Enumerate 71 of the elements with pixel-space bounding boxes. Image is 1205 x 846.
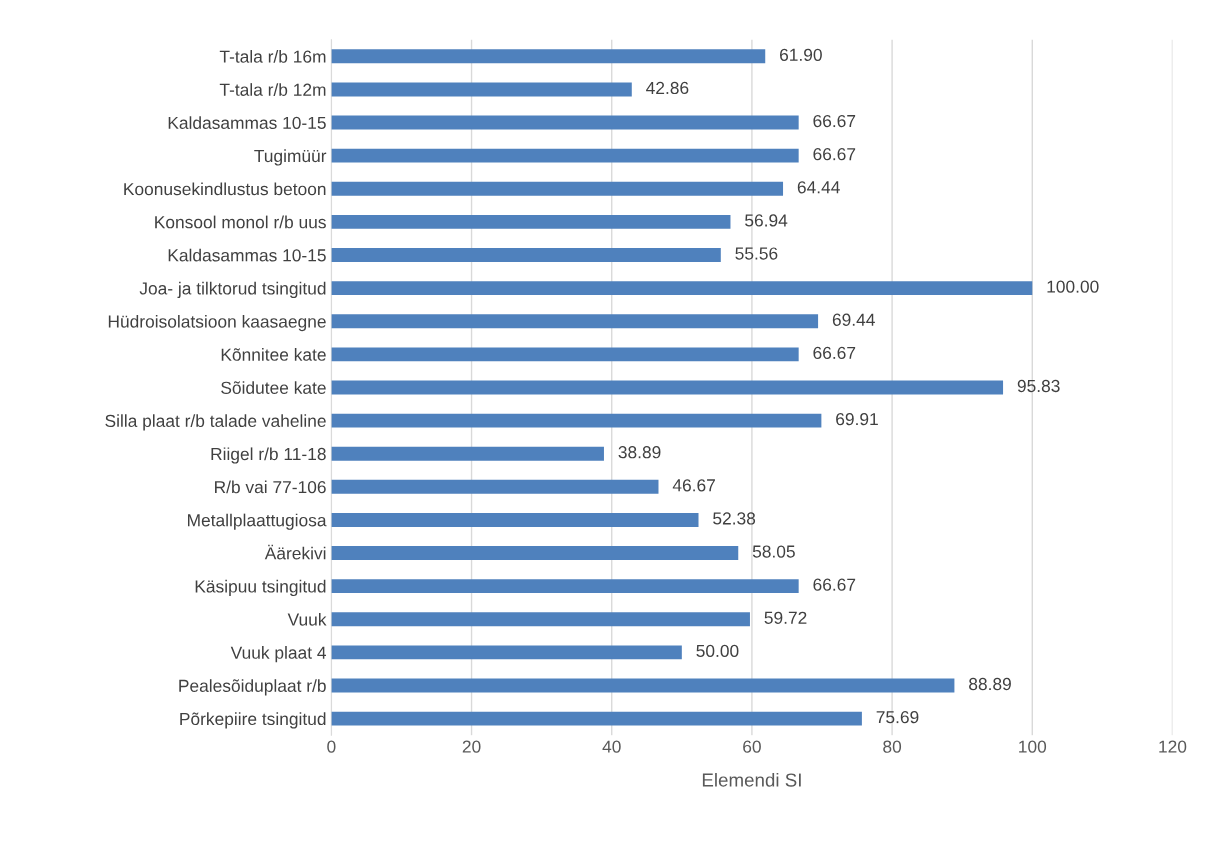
y-tick-label: Riigel r/b 11-18 xyxy=(211,447,326,464)
y-tick-label: Põrkepiire tsingitud xyxy=(180,712,326,729)
bar xyxy=(331,579,799,594)
x-tick-label: 0 xyxy=(327,740,336,753)
y-tick-label: Sõidutee kate xyxy=(221,381,326,394)
y-tick-label: Tugimüür xyxy=(254,149,327,166)
data-label: 69.44 xyxy=(832,313,875,326)
bar xyxy=(331,711,862,726)
bar xyxy=(331,645,682,660)
data-label: 75.69 xyxy=(876,710,919,724)
bar xyxy=(331,214,731,229)
data-label: 58.05 xyxy=(752,545,795,558)
data-label: 61.90 xyxy=(780,48,822,61)
y-tick-label: Vuuk plaat 4 xyxy=(230,646,327,663)
data-label: 66.67 xyxy=(813,114,856,128)
y-tick-label: Käsipuu tsingitud xyxy=(195,579,326,597)
y-tick-label: Kaldasammas 10-15 xyxy=(168,116,326,130)
bar xyxy=(331,479,659,494)
data-label: 42.86 xyxy=(646,81,689,95)
bar xyxy=(331,82,632,97)
x-axis-title: Elemendi SI xyxy=(702,772,801,787)
data-label: 55.56 xyxy=(735,247,778,260)
x-tick-label: 120 xyxy=(1159,740,1187,753)
y-tick-label: Metallplaattugiosa xyxy=(188,513,327,530)
bar xyxy=(331,380,1004,395)
y-tick-label: Kaldasammas 10-15 xyxy=(168,248,326,262)
data-label: 66.67 xyxy=(813,346,856,360)
data-label: 66.67 xyxy=(813,578,856,591)
y-tick-label: Pealesõiduplaat r/b xyxy=(179,679,326,696)
bar xyxy=(331,678,955,693)
x-tick-label: 80 xyxy=(883,740,902,753)
x-tick-label: 100 xyxy=(1019,740,1047,753)
bar xyxy=(331,347,799,362)
data-label: 69.91 xyxy=(836,412,878,426)
x-tick-label: 40 xyxy=(602,740,621,753)
y-tick-label: T-tala r/b 16m xyxy=(219,50,326,63)
bar xyxy=(331,181,784,196)
bar xyxy=(331,546,739,560)
bar xyxy=(331,413,822,428)
data-label: 100.00 xyxy=(1047,280,1099,293)
bar xyxy=(331,314,819,329)
bar xyxy=(331,281,1033,296)
data-label: 56.94 xyxy=(745,214,788,227)
bar xyxy=(331,248,721,262)
data-label: 38.89 xyxy=(618,446,661,459)
y-tick-label: Vuuk xyxy=(287,612,327,626)
data-label: 88.89 xyxy=(969,677,1011,691)
y-tick-label: T-tala r/b 12m xyxy=(219,83,326,96)
bar xyxy=(331,612,750,627)
y-tick-label: Hüdroisolatsioon kaasaegne xyxy=(108,314,326,332)
data-label: 66.67 xyxy=(813,148,856,161)
data-label: 46.67 xyxy=(672,479,715,492)
x-tick-label: 60 xyxy=(743,740,761,753)
y-tick-label: Koonusekindlustus betoon xyxy=(124,182,326,196)
bar xyxy=(331,49,766,64)
data-label: 52.38 xyxy=(713,512,756,525)
data-label: 59.72 xyxy=(764,611,807,624)
bar xyxy=(331,512,699,527)
x-tick-label: 20 xyxy=(462,740,481,753)
bar xyxy=(331,148,799,163)
bar xyxy=(331,446,604,461)
data-label: 50.00 xyxy=(696,644,739,658)
y-tick-label: R/b vai 77-106 xyxy=(215,480,326,494)
y-tick-label: Kõnnitee kate xyxy=(221,348,326,361)
y-tick-label: Silla plaat r/b talade vaheline xyxy=(105,414,326,431)
data-label: 64.44 xyxy=(797,181,840,194)
data-label: 95.83 xyxy=(1017,379,1060,393)
y-tick-label: Konsool monol r/b uus xyxy=(155,215,326,229)
y-tick-label: Joa- ja tilktorud tsingitud xyxy=(139,281,326,299)
bar xyxy=(331,115,799,130)
y-tick-label: Äärekivi xyxy=(264,544,326,560)
